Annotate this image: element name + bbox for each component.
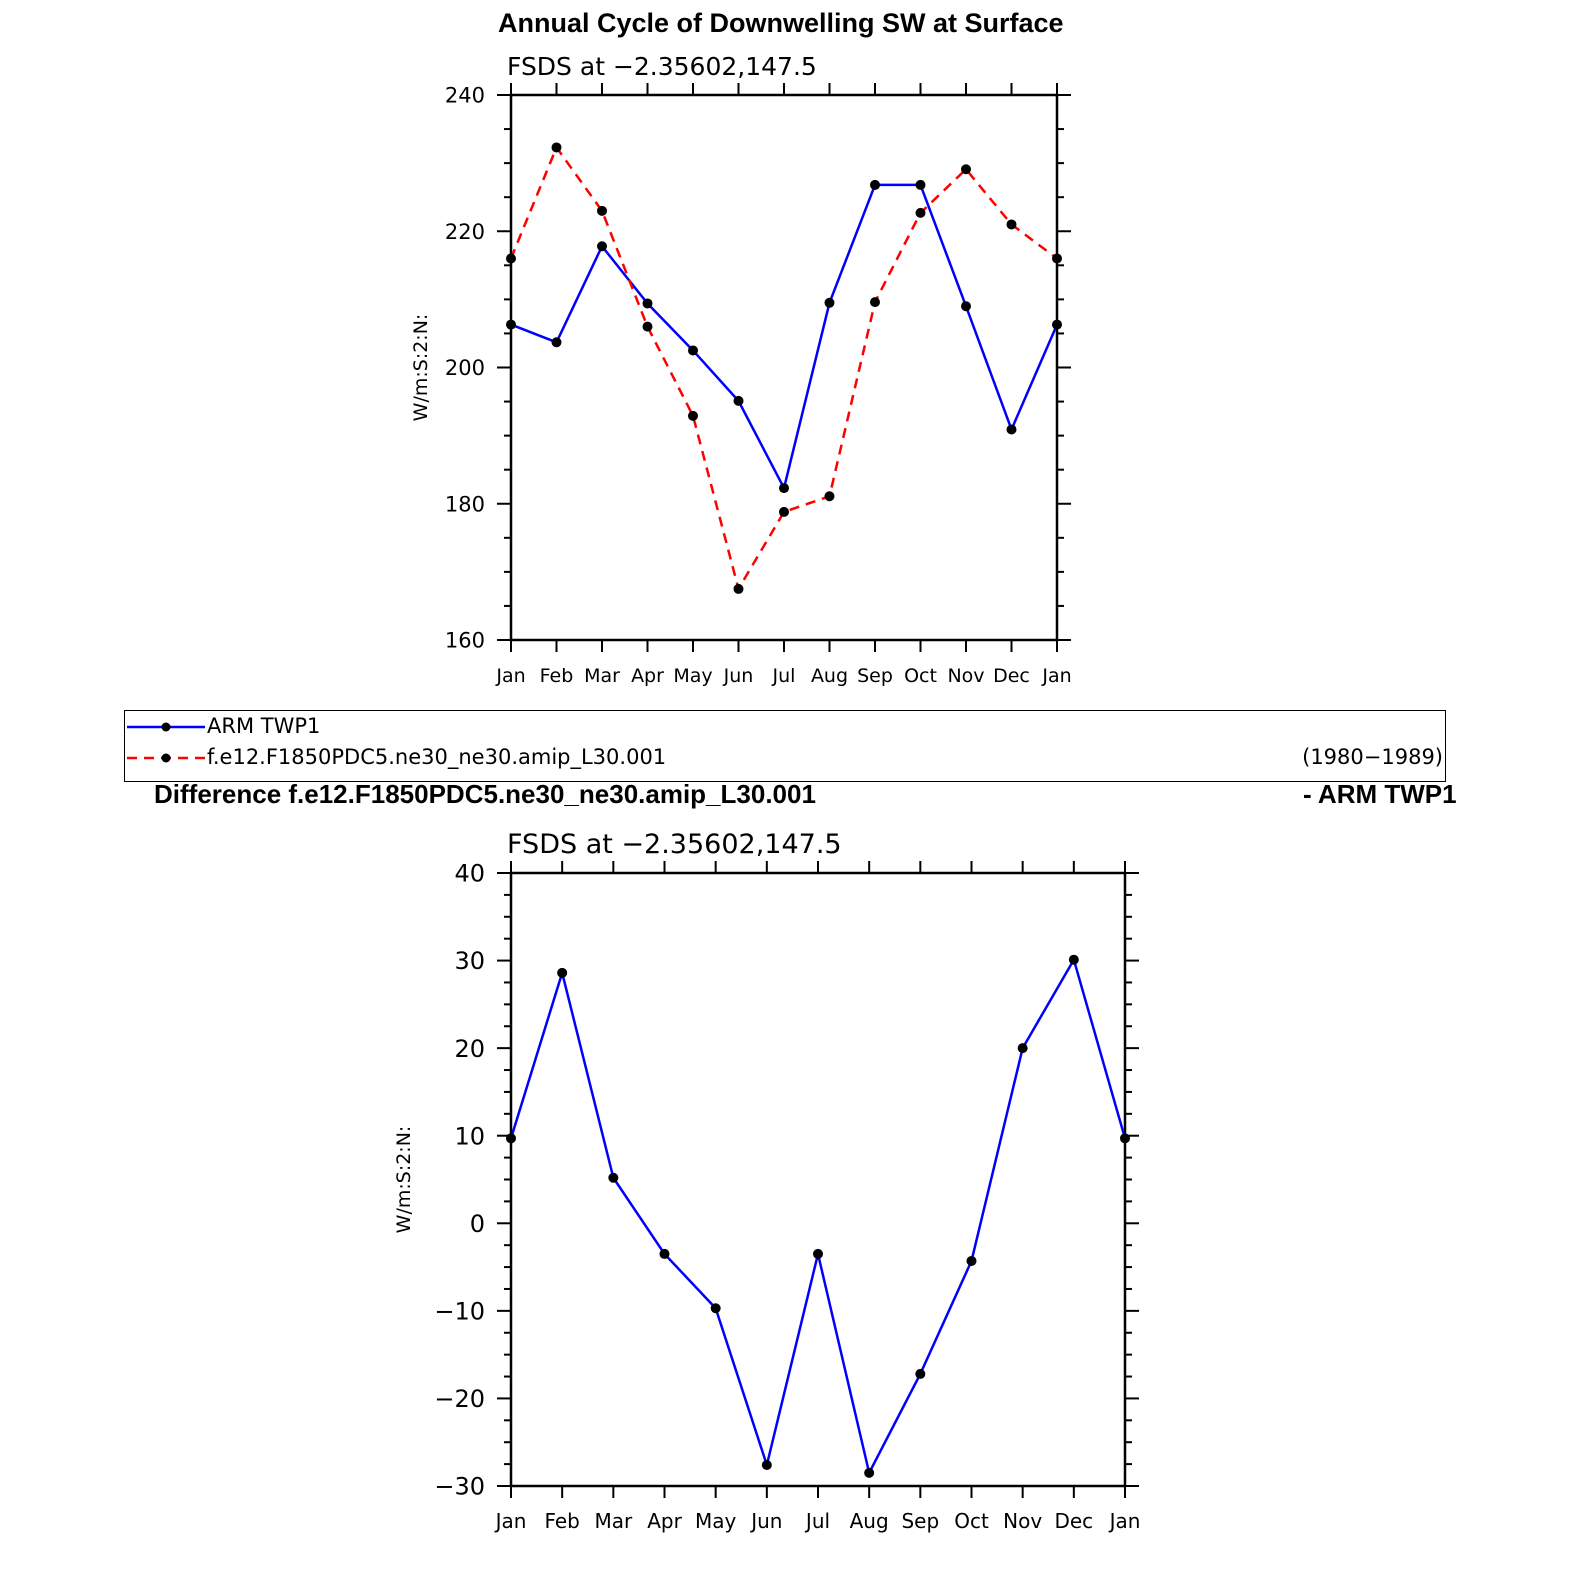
data-point xyxy=(642,298,653,309)
legend-marker-model xyxy=(161,753,171,763)
data-point xyxy=(1006,219,1017,230)
legend-label-model: f.e12.F1850PDC5.ne30_ne30.amip_L30.001 xyxy=(207,745,667,769)
y-tick-label: 40 xyxy=(454,860,485,888)
legend-period: (1980−1989) xyxy=(1302,745,1443,769)
x-tick-label: May xyxy=(695,1509,737,1533)
data-point xyxy=(1052,319,1062,330)
y-tick-label: −20 xyxy=(434,1385,485,1413)
data-point xyxy=(608,1172,619,1183)
data-point xyxy=(761,1459,772,1470)
data-point xyxy=(1006,424,1017,435)
plot-frame xyxy=(509,871,1127,1488)
x-tick-label: Jul xyxy=(772,665,796,687)
data-point xyxy=(813,1248,823,1259)
data-point xyxy=(597,241,607,252)
x-tick-label: Sep xyxy=(857,665,893,687)
data-point xyxy=(966,1255,977,1266)
data-point xyxy=(864,1467,875,1478)
x-tick-label: Dec xyxy=(1054,1509,1093,1533)
chart-title: Annual Cycle of Downwelling SW at Surfac… xyxy=(498,8,1064,38)
data-point xyxy=(733,395,744,406)
x-tick-label: Nov xyxy=(1003,1509,1042,1533)
data-point xyxy=(733,583,744,594)
data-point xyxy=(779,506,789,517)
data-point xyxy=(659,1248,670,1259)
data-point xyxy=(824,297,835,308)
x-tick-label: Sep xyxy=(901,1509,939,1533)
annual-cycle-chart: Jan Feb Mar Apr May Jun Jul Aug Sep Oct Nov Dec Jan 1… xyxy=(410,52,1072,687)
chart-subtitle: FSDS at −2.35602,147.5 xyxy=(507,829,842,860)
x-tick-label: Jan xyxy=(495,665,525,687)
data-point xyxy=(506,319,516,330)
data-point xyxy=(915,207,926,218)
chart-subtitle: FSDS at −2.35602,147.5 xyxy=(507,52,817,81)
y-tick-label: 160 xyxy=(445,629,485,653)
data-point xyxy=(506,1133,516,1144)
data-point xyxy=(557,967,568,978)
data-point xyxy=(1120,1133,1130,1144)
x-tick-label: Oct xyxy=(904,665,937,687)
x-tick-label: Feb xyxy=(544,1509,579,1533)
data-point xyxy=(1052,253,1062,264)
legend: ARM TWP1 f.e12.F1850PDC5.ne30_ne30.amip_… xyxy=(124,710,1446,782)
x-tick-label: Aug xyxy=(811,665,848,687)
x-tick-label: Jul xyxy=(804,1509,830,1533)
x-tick-label: Nov xyxy=(947,665,984,687)
y-axis-label: W/m:S:2:N: xyxy=(410,314,432,422)
x-tick-label: Dec xyxy=(993,665,1030,687)
data-point xyxy=(642,321,653,332)
y-tick-label: 200 xyxy=(445,356,485,380)
data-point xyxy=(551,142,562,153)
legend-swatches xyxy=(127,722,205,763)
data-point xyxy=(597,205,607,216)
data-point xyxy=(961,164,971,175)
data-point xyxy=(915,1368,926,1379)
y-tick-label: 30 xyxy=(454,947,485,975)
data-point xyxy=(688,345,698,356)
y-axis-label: W/m:S:2:N: xyxy=(393,1126,415,1234)
x-tick-label: Mar xyxy=(584,665,620,687)
y-tick-label: −10 xyxy=(434,1297,485,1325)
data-point xyxy=(915,179,926,190)
y-tick-label: 20 xyxy=(454,1035,485,1063)
x-tick-label: Apr xyxy=(647,1509,682,1533)
series-line-0 xyxy=(509,958,1127,1475)
x-tick-label: Oct xyxy=(954,1509,989,1533)
legend-label-arm: ARM TWP1 xyxy=(207,714,321,738)
y-tick-label: 10 xyxy=(454,1122,485,1150)
x-tick-label: Apr xyxy=(631,665,664,687)
legend-marker-arm xyxy=(161,722,171,732)
difference-title: Difference f.e12.F1850PDC5.ne30_ne30.ami… xyxy=(154,779,816,809)
y-tick-label: 240 xyxy=(445,84,485,108)
x-tick-label: May xyxy=(673,665,712,687)
data-point xyxy=(688,410,698,421)
data-point xyxy=(551,337,562,348)
x-tick-label: Jan xyxy=(494,1509,527,1533)
data-point xyxy=(506,253,516,264)
y-tick-label: −30 xyxy=(434,1473,485,1501)
x-tick-label: Aug xyxy=(850,1509,889,1533)
difference-title-suffix: - ARM TWP1 xyxy=(1303,779,1457,809)
y-tick-label: 180 xyxy=(445,492,485,516)
x-tick-label: Jan xyxy=(1108,1509,1141,1533)
data-point xyxy=(870,179,880,190)
data-point xyxy=(710,1303,721,1314)
x-tick-label: Jun xyxy=(749,1509,782,1533)
y-tick-label: 0 xyxy=(470,1210,485,1238)
data-point xyxy=(1068,954,1079,965)
data-point xyxy=(961,301,971,312)
x-tick-label: Mar xyxy=(594,1509,633,1533)
data-point xyxy=(1017,1043,1028,1054)
y-tick-label: 220 xyxy=(445,220,485,244)
x-tick-label: Jan xyxy=(1041,665,1071,687)
data-point xyxy=(870,297,880,308)
x-tick-label: Feb xyxy=(540,665,574,687)
data-point xyxy=(824,491,835,502)
data-point xyxy=(779,483,789,494)
x-tick-label: Jun xyxy=(723,665,754,687)
